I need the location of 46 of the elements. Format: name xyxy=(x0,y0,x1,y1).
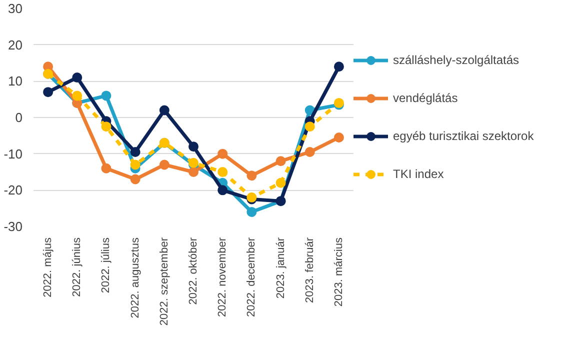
point xyxy=(334,132,344,142)
point xyxy=(188,167,198,177)
y-tick-label: 0 xyxy=(15,110,23,125)
point xyxy=(159,105,170,116)
point xyxy=(101,90,112,101)
legend-label: szálláshely-szolgáltatás xyxy=(393,53,520,67)
x-tick-label: 2022. október xyxy=(188,237,200,305)
y-tick-label: 30 xyxy=(8,1,23,16)
y-tick-label: -20 xyxy=(4,182,23,198)
point xyxy=(188,142,198,152)
point xyxy=(43,87,54,98)
point xyxy=(218,167,228,177)
point xyxy=(130,174,140,184)
x-tick-label: 2022. augusztus xyxy=(129,237,142,318)
point xyxy=(72,72,82,83)
point xyxy=(130,147,140,158)
x-tick-label: 2022. május xyxy=(42,237,54,298)
y-tick-label: 20 xyxy=(8,37,23,52)
y-tick-label: -30 xyxy=(4,219,23,234)
y-tick-label: 10 xyxy=(8,74,23,89)
point xyxy=(101,122,112,132)
x-tick-label: 2023. január xyxy=(274,237,287,299)
x-tick-label: 2022. július xyxy=(100,237,112,294)
x-tick-label: 2023. február xyxy=(304,237,316,303)
point xyxy=(159,160,170,170)
x-tick-label: 2023. március xyxy=(332,237,345,307)
x-tick-label: 2022. december xyxy=(246,237,258,317)
point xyxy=(276,156,286,166)
x-tick-label: 2022. szeptember xyxy=(158,237,170,326)
legend-label: vendéglátás xyxy=(393,91,458,105)
point xyxy=(246,170,257,181)
point xyxy=(246,206,257,217)
point xyxy=(334,62,344,72)
legend-label: egyéb turisztikai szektorok xyxy=(393,129,534,143)
x-tick-label: 2022. november xyxy=(216,237,229,317)
x-tick-label: 2022. június xyxy=(71,237,84,297)
point xyxy=(72,90,82,101)
point xyxy=(218,148,228,159)
point xyxy=(304,122,315,132)
point xyxy=(101,163,112,174)
point xyxy=(276,178,286,188)
point xyxy=(304,147,315,158)
y-tick-label: -10 xyxy=(4,146,23,162)
point xyxy=(130,160,140,170)
point xyxy=(218,185,228,196)
legend-label: TKI index xyxy=(393,167,444,181)
